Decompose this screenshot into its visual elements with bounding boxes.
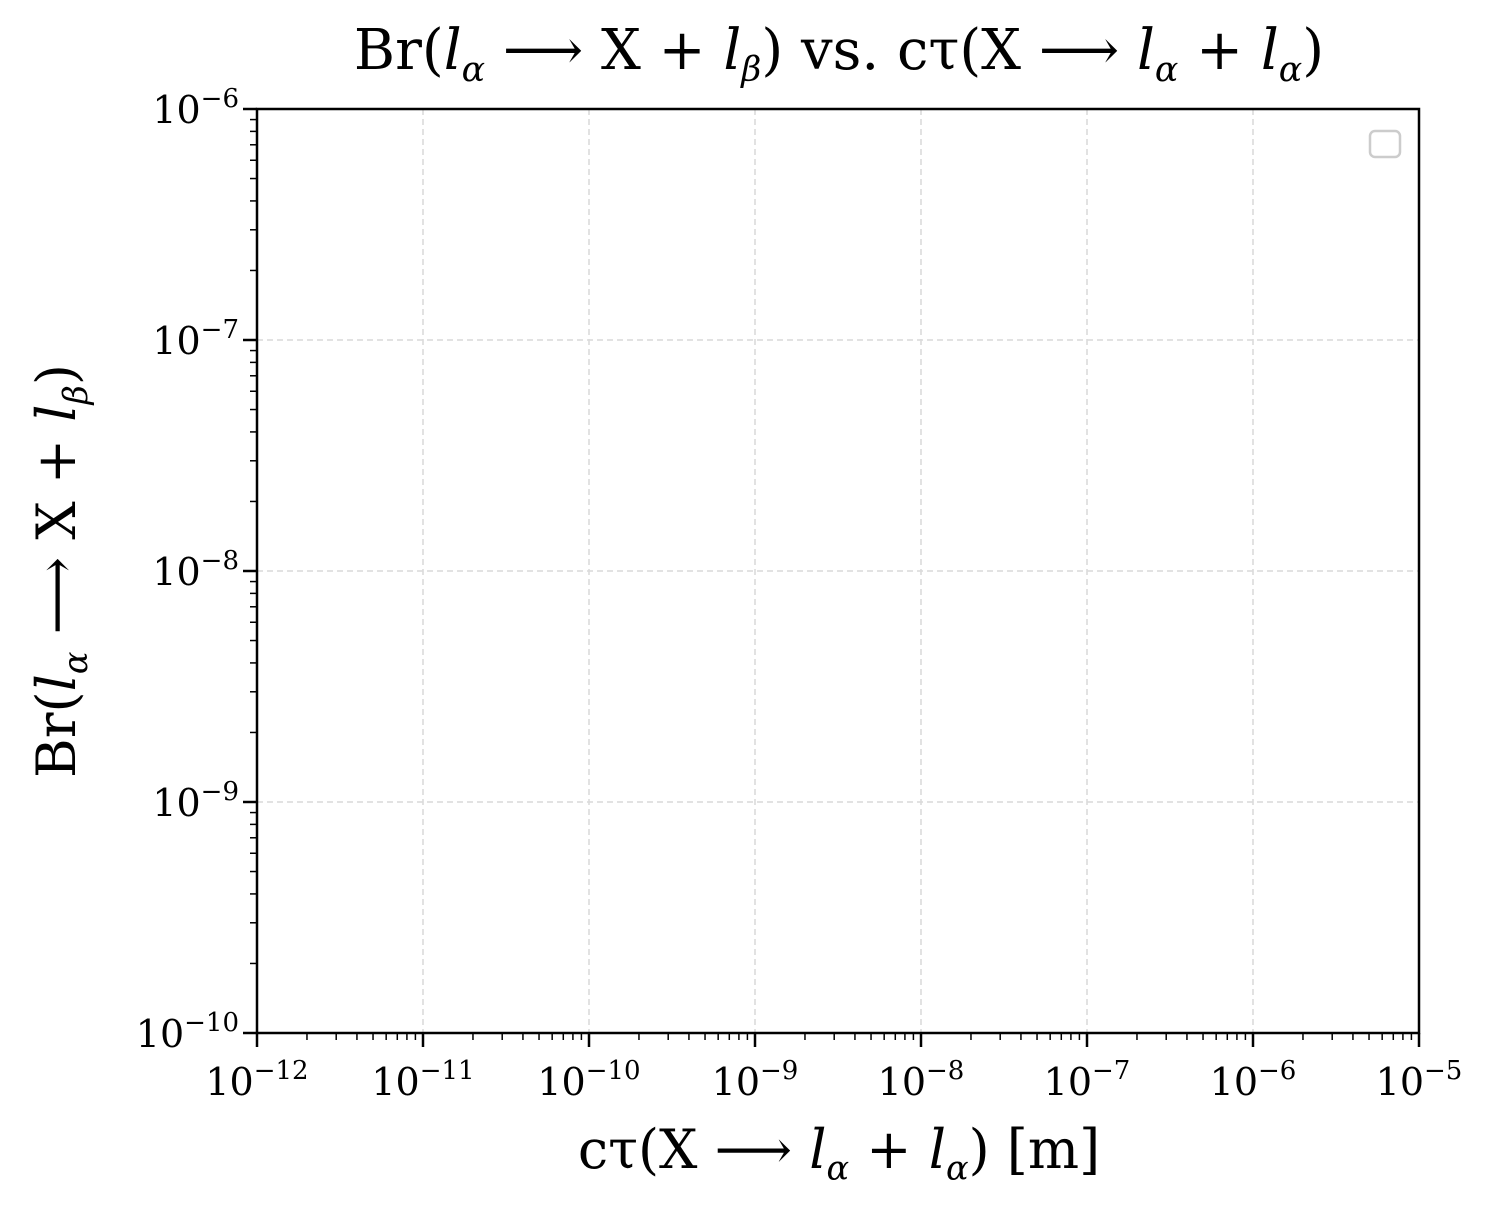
x-axis-label: cτ(X ⟶ lα + lα) [m] (577, 1118, 1101, 1188)
minor-ticks (250, 118, 1413, 1040)
chart-title: Br(lα ⟶ X + lβ) vs. cτ(X ⟶ lα + lα) (353, 18, 1325, 91)
x-tick-label: 10−8 (878, 1056, 965, 1104)
y-tick-label: 10−8 (152, 546, 239, 594)
x-tick-label: 10−5 (1376, 1056, 1463, 1104)
x-tick-label: 10−11 (371, 1056, 474, 1104)
legend-box (1368, 129, 1402, 159)
y-tick-label: 10−10 (136, 1008, 239, 1056)
y-tick-label: 10−7 (152, 315, 239, 363)
y-tick-label: 10−6 (152, 84, 239, 132)
tick-labels: 10−12 10−11 10−10 10−9 10−8 10−7 10−6 10−5 10−10… (136, 84, 1463, 1104)
x-tick-label: 10−6 (1210, 1056, 1297, 1104)
plot-frame (255, 107, 1421, 1035)
grid-lines (257, 109, 1419, 1033)
major-ticks (243, 107, 1421, 1047)
x-tick-label: 10−10 (537, 1056, 640, 1104)
y-axis-label: Br(lα ⟶ X + lβ) (25, 364, 95, 778)
y-tick-label: 10−9 (152, 777, 239, 825)
x-tick-label: 10−9 (712, 1056, 799, 1104)
x-tick-label: 10−12 (205, 1056, 308, 1104)
x-tick-label: 10−7 (1044, 1056, 1131, 1104)
